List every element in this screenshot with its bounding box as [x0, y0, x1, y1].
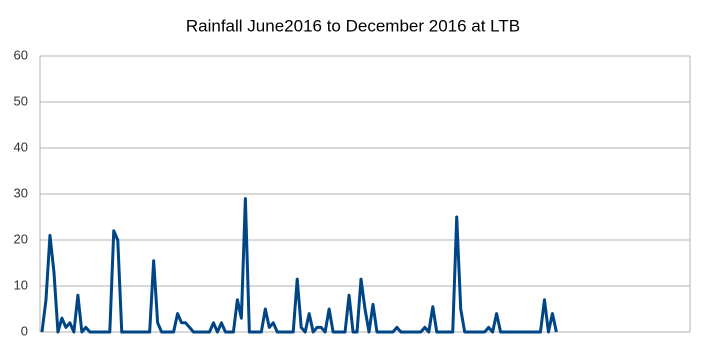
y-tick-label: 50 [14, 93, 28, 108]
y-tick-label: 20 [14, 231, 28, 246]
y-tick-label: 60 [14, 47, 28, 62]
data-line [40, 197, 558, 334]
chart-title: Rainfall June2016 to December 2016 at LT… [186, 16, 520, 35]
y-tick-label: 10 [14, 277, 28, 292]
y-tick-label: 0 [21, 323, 28, 338]
y-tick-label: 40 [14, 139, 28, 154]
y-tick-label: 30 [14, 185, 28, 200]
